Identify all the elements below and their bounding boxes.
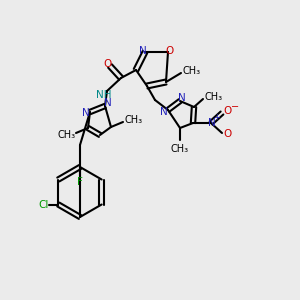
Text: O: O [224, 106, 232, 116]
Text: CH₃: CH₃ [125, 115, 143, 125]
Text: Cl: Cl [38, 200, 49, 209]
Text: +: + [214, 113, 220, 122]
Text: N: N [160, 107, 168, 117]
Text: N: N [178, 93, 186, 103]
Text: CH₃: CH₃ [205, 92, 223, 102]
Text: −: − [231, 102, 239, 112]
Text: O: O [104, 59, 112, 69]
Text: CH₃: CH₃ [183, 66, 201, 76]
Text: N: N [82, 108, 90, 118]
Text: NH: NH [96, 90, 112, 100]
Text: CH₃: CH₃ [58, 130, 76, 140]
Text: N: N [139, 46, 147, 56]
Text: N: N [104, 98, 112, 108]
Text: F: F [77, 177, 83, 187]
Text: N: N [208, 118, 216, 128]
Text: O: O [165, 46, 173, 56]
Text: O: O [224, 129, 232, 139]
Text: CH₃: CH₃ [171, 144, 189, 154]
